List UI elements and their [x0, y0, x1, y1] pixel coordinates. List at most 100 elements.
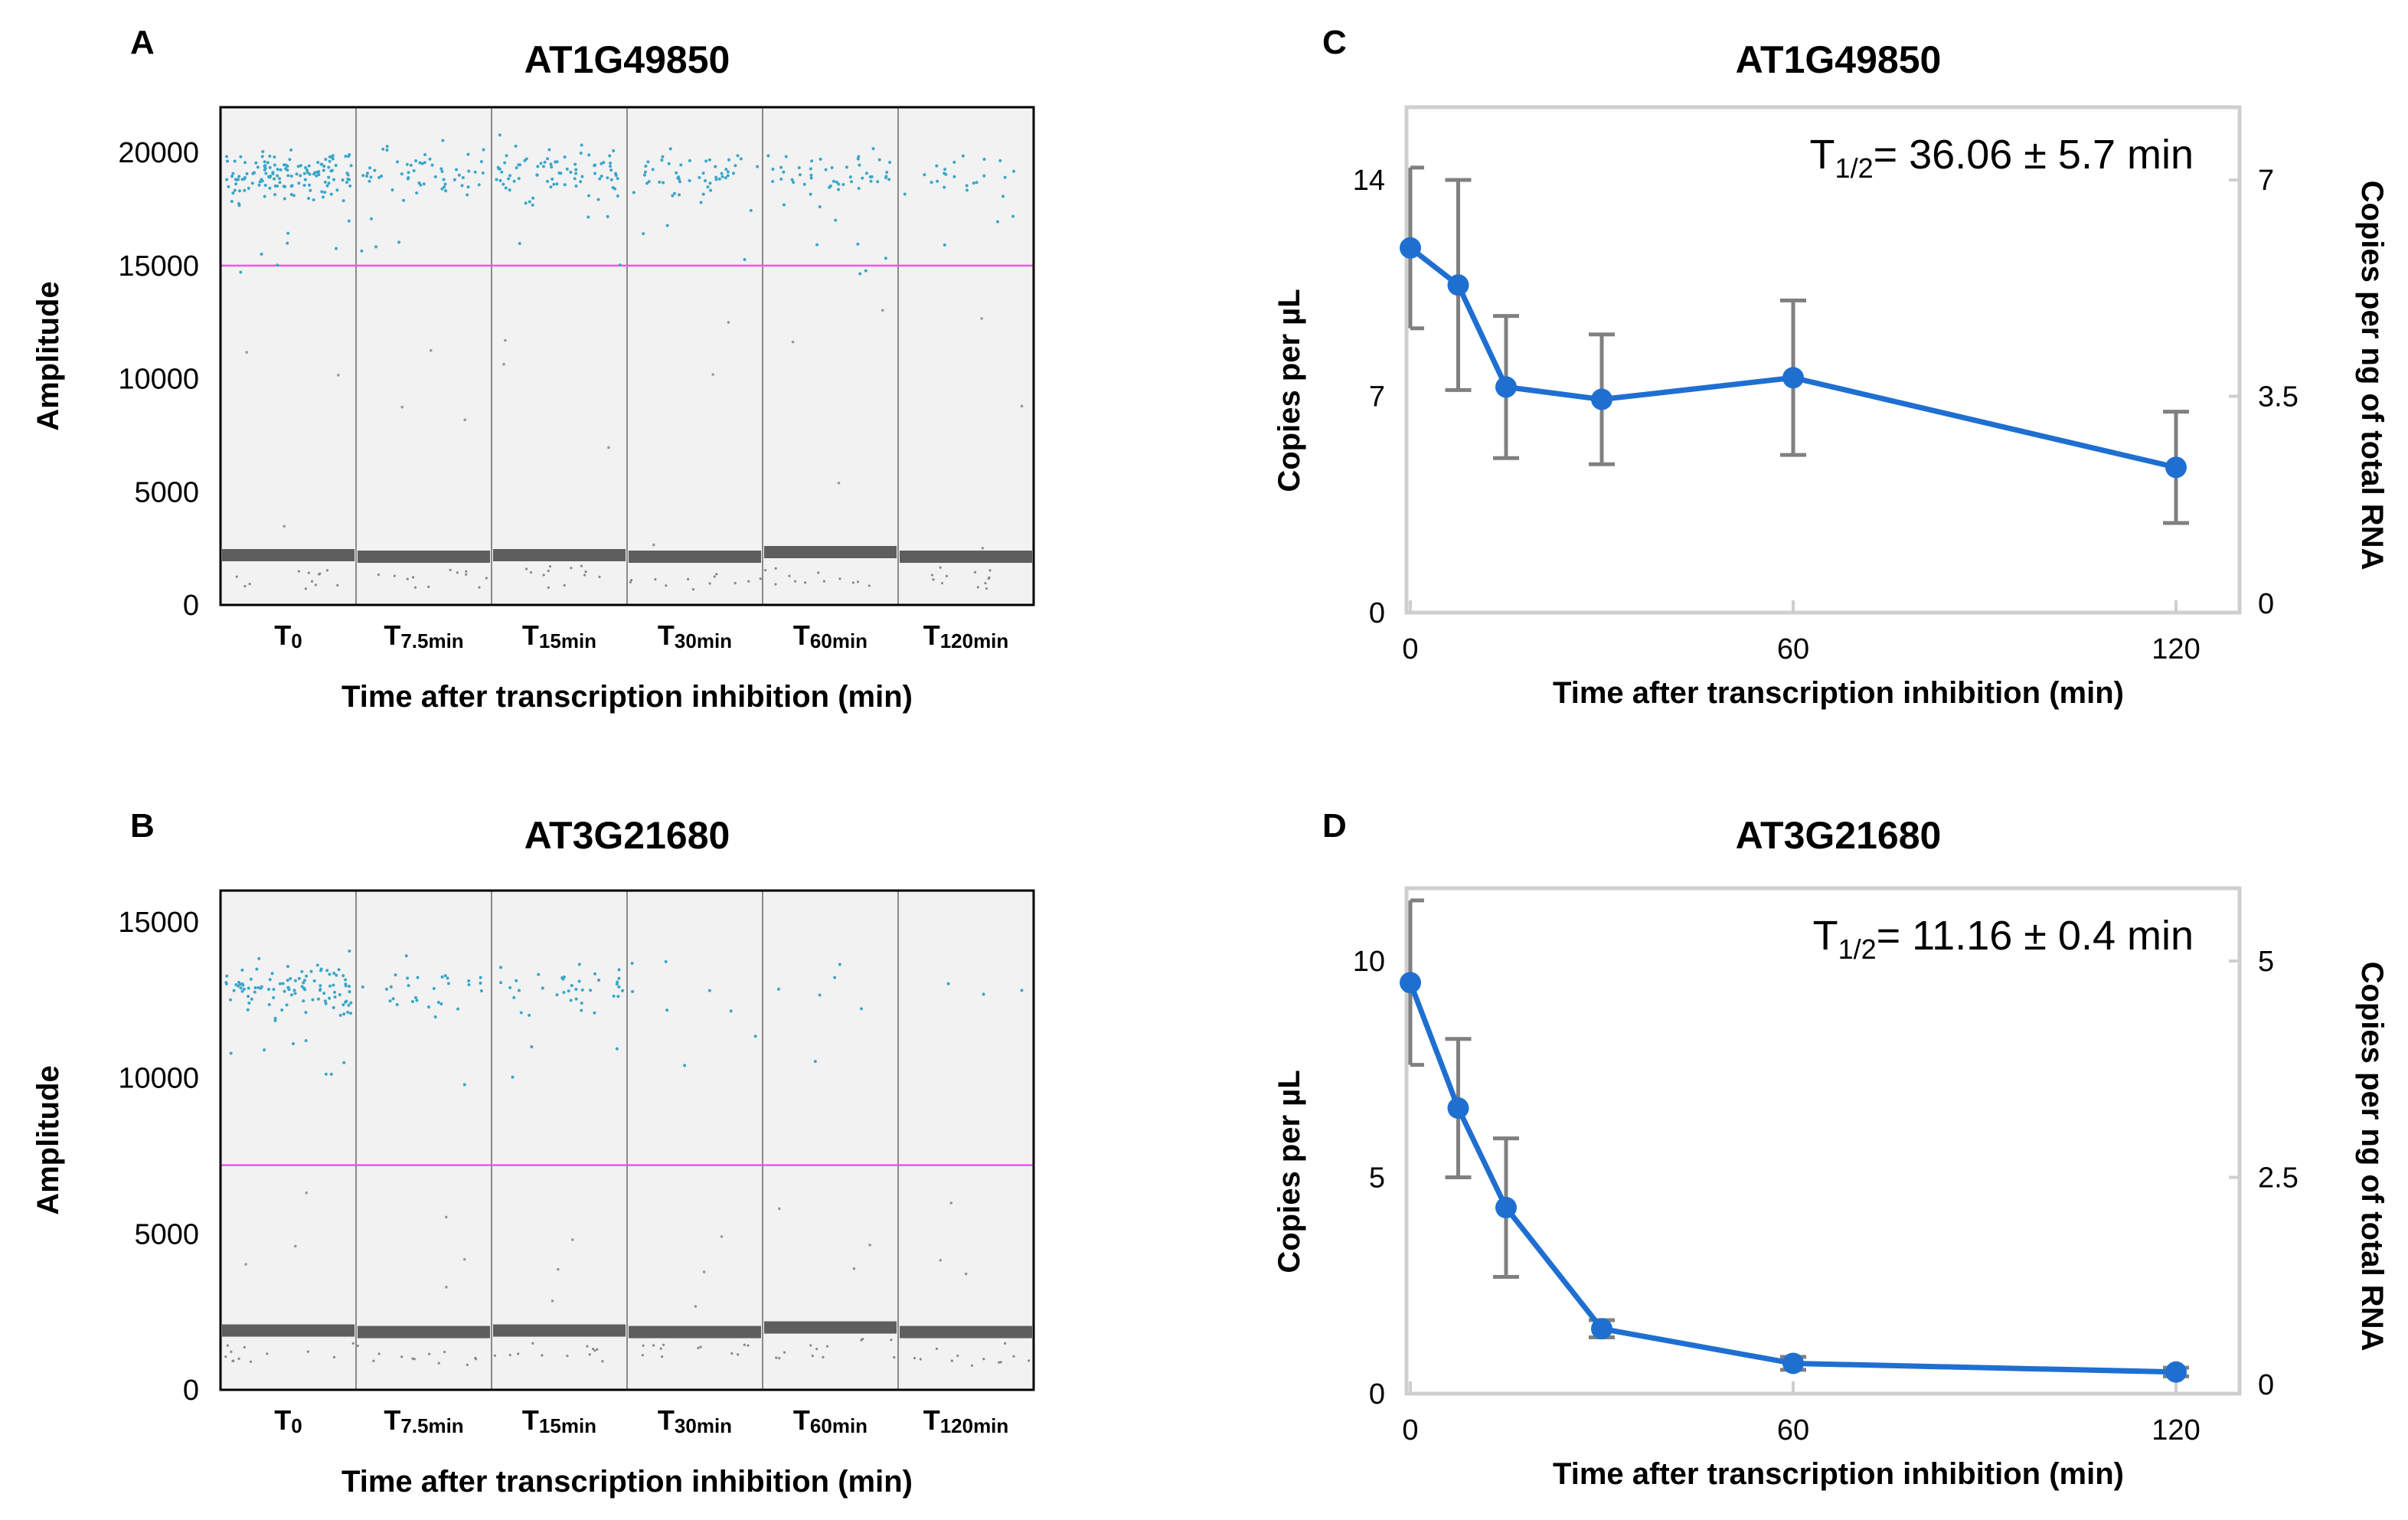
positive-droplet: [565, 167, 569, 171]
positive-droplet: [325, 969, 329, 972]
positive-droplet: [348, 985, 351, 989]
positive-droplet: [630, 961, 634, 965]
positive-droplet: [331, 157, 335, 161]
positive-droplet: [341, 199, 345, 203]
positive-droplet: [239, 986, 243, 990]
rain-droplet: [1020, 404, 1024, 408]
chart-title: AT3G21680: [524, 814, 730, 857]
positive-droplet: [507, 177, 511, 181]
positive-droplet: [312, 198, 315, 201]
positive-droplet: [923, 173, 926, 177]
positive-droplet: [225, 974, 229, 978]
positive-droplet: [347, 1003, 351, 1007]
positive-droplet: [380, 175, 384, 178]
positive-droplet: [664, 959, 668, 963]
y-tick-label: 7: [1369, 381, 1385, 414]
positive-droplet: [884, 176, 887, 180]
positive-droplet: [422, 182, 426, 186]
positive-droplet: [436, 1000, 440, 1004]
y-tick-label: 0: [1369, 1378, 1385, 1410]
positive-droplet: [779, 177, 783, 181]
positive-droplet: [316, 997, 320, 1001]
negative-droplet: [508, 1353, 511, 1357]
positive-droplet: [517, 177, 521, 181]
positive-droplet: [247, 995, 250, 999]
positive-droplet: [1020, 989, 1024, 992]
positive-droplet: [580, 1002, 583, 1005]
positive-droplet: [530, 1044, 534, 1048]
positive-droplet: [714, 178, 718, 181]
positive-droplet: [263, 164, 267, 168]
negative-droplet: [691, 588, 695, 591]
positive-droplet: [683, 1064, 687, 1067]
positive-droplet: [240, 989, 244, 993]
rain-droplet: [694, 1305, 698, 1308]
negative-droplet-band: [358, 551, 490, 563]
negative-droplet: [774, 583, 777, 586]
positive-droplet: [586, 194, 590, 198]
negative-droplet: [601, 1360, 604, 1363]
positive-droplet: [406, 177, 410, 181]
positive-droplet: [295, 172, 299, 176]
positive-droplet: [276, 168, 279, 172]
negative-droplet: [809, 1344, 812, 1347]
positive-droplet: [414, 159, 418, 162]
positive-droplet: [315, 174, 319, 178]
negative-droplet: [529, 570, 533, 574]
negative-droplet: [465, 570, 468, 573]
chart-title: AT3G21680: [1736, 814, 1942, 857]
positive-droplet: [612, 149, 616, 152]
positive-droplet: [724, 168, 728, 172]
positive-droplet: [234, 182, 238, 186]
x-axis-label: Time after transcription inhibition (min…: [341, 1465, 913, 1499]
positive-droplet: [515, 166, 518, 170]
category-main: T: [522, 1404, 539, 1436]
half-life-prefix: T: [1810, 132, 1835, 178]
positive-droplet: [467, 979, 471, 983]
category-main: T: [793, 1404, 810, 1436]
category-sub: 30min: [675, 629, 732, 652]
positive-droplet: [930, 181, 933, 185]
negative-droplet: [566, 1355, 569, 1358]
positive-droplet: [237, 189, 241, 193]
positive-droplet: [845, 165, 848, 169]
x-axis-label: Time after transcription inhibition (min…: [341, 680, 913, 714]
negative-droplet: [641, 1354, 644, 1357]
positive-droplet: [593, 972, 597, 976]
rain-droplet: [652, 543, 655, 547]
category-label: T7.5min: [384, 619, 463, 652]
data-point: [1400, 972, 1421, 994]
positive-droplet: [563, 183, 567, 187]
rain-droplet: [702, 1270, 706, 1273]
positive-droplet: [300, 969, 304, 973]
positive-droplet: [410, 1000, 414, 1004]
rain-droplet: [791, 340, 795, 344]
plot-frame: [219, 106, 1035, 606]
positive-droplet: [345, 999, 348, 1003]
positive-droplet: [305, 974, 309, 978]
positive-droplet: [703, 178, 707, 182]
positive-droplet: [645, 181, 649, 185]
negative-droplet: [747, 580, 750, 583]
category-main: T: [384, 619, 400, 651]
negative-droplet: [465, 573, 468, 576]
negative-droplet: [547, 586, 550, 589]
positive-droplet: [573, 177, 577, 181]
negative-droplet: [935, 1347, 939, 1350]
positive-droplet: [395, 1003, 399, 1007]
positive-droplet: [784, 155, 788, 159]
category-main: T: [923, 619, 940, 651]
category-main: T: [384, 1404, 400, 1436]
positive-droplet: [263, 168, 266, 172]
positive-droplet: [385, 145, 389, 149]
positive-droplet: [279, 168, 283, 172]
category-label: T120min: [923, 619, 1009, 652]
positive-droplet: [341, 1003, 345, 1007]
positive-droplet: [240, 968, 244, 972]
positive-droplet: [407, 171, 410, 175]
x-tick-label: 60: [1777, 1414, 1809, 1446]
y-axis-label: Amplitude: [31, 1065, 65, 1215]
positive-droplet: [296, 165, 300, 168]
positive-droplet: [268, 186, 272, 190]
positive-droplet: [871, 147, 875, 151]
